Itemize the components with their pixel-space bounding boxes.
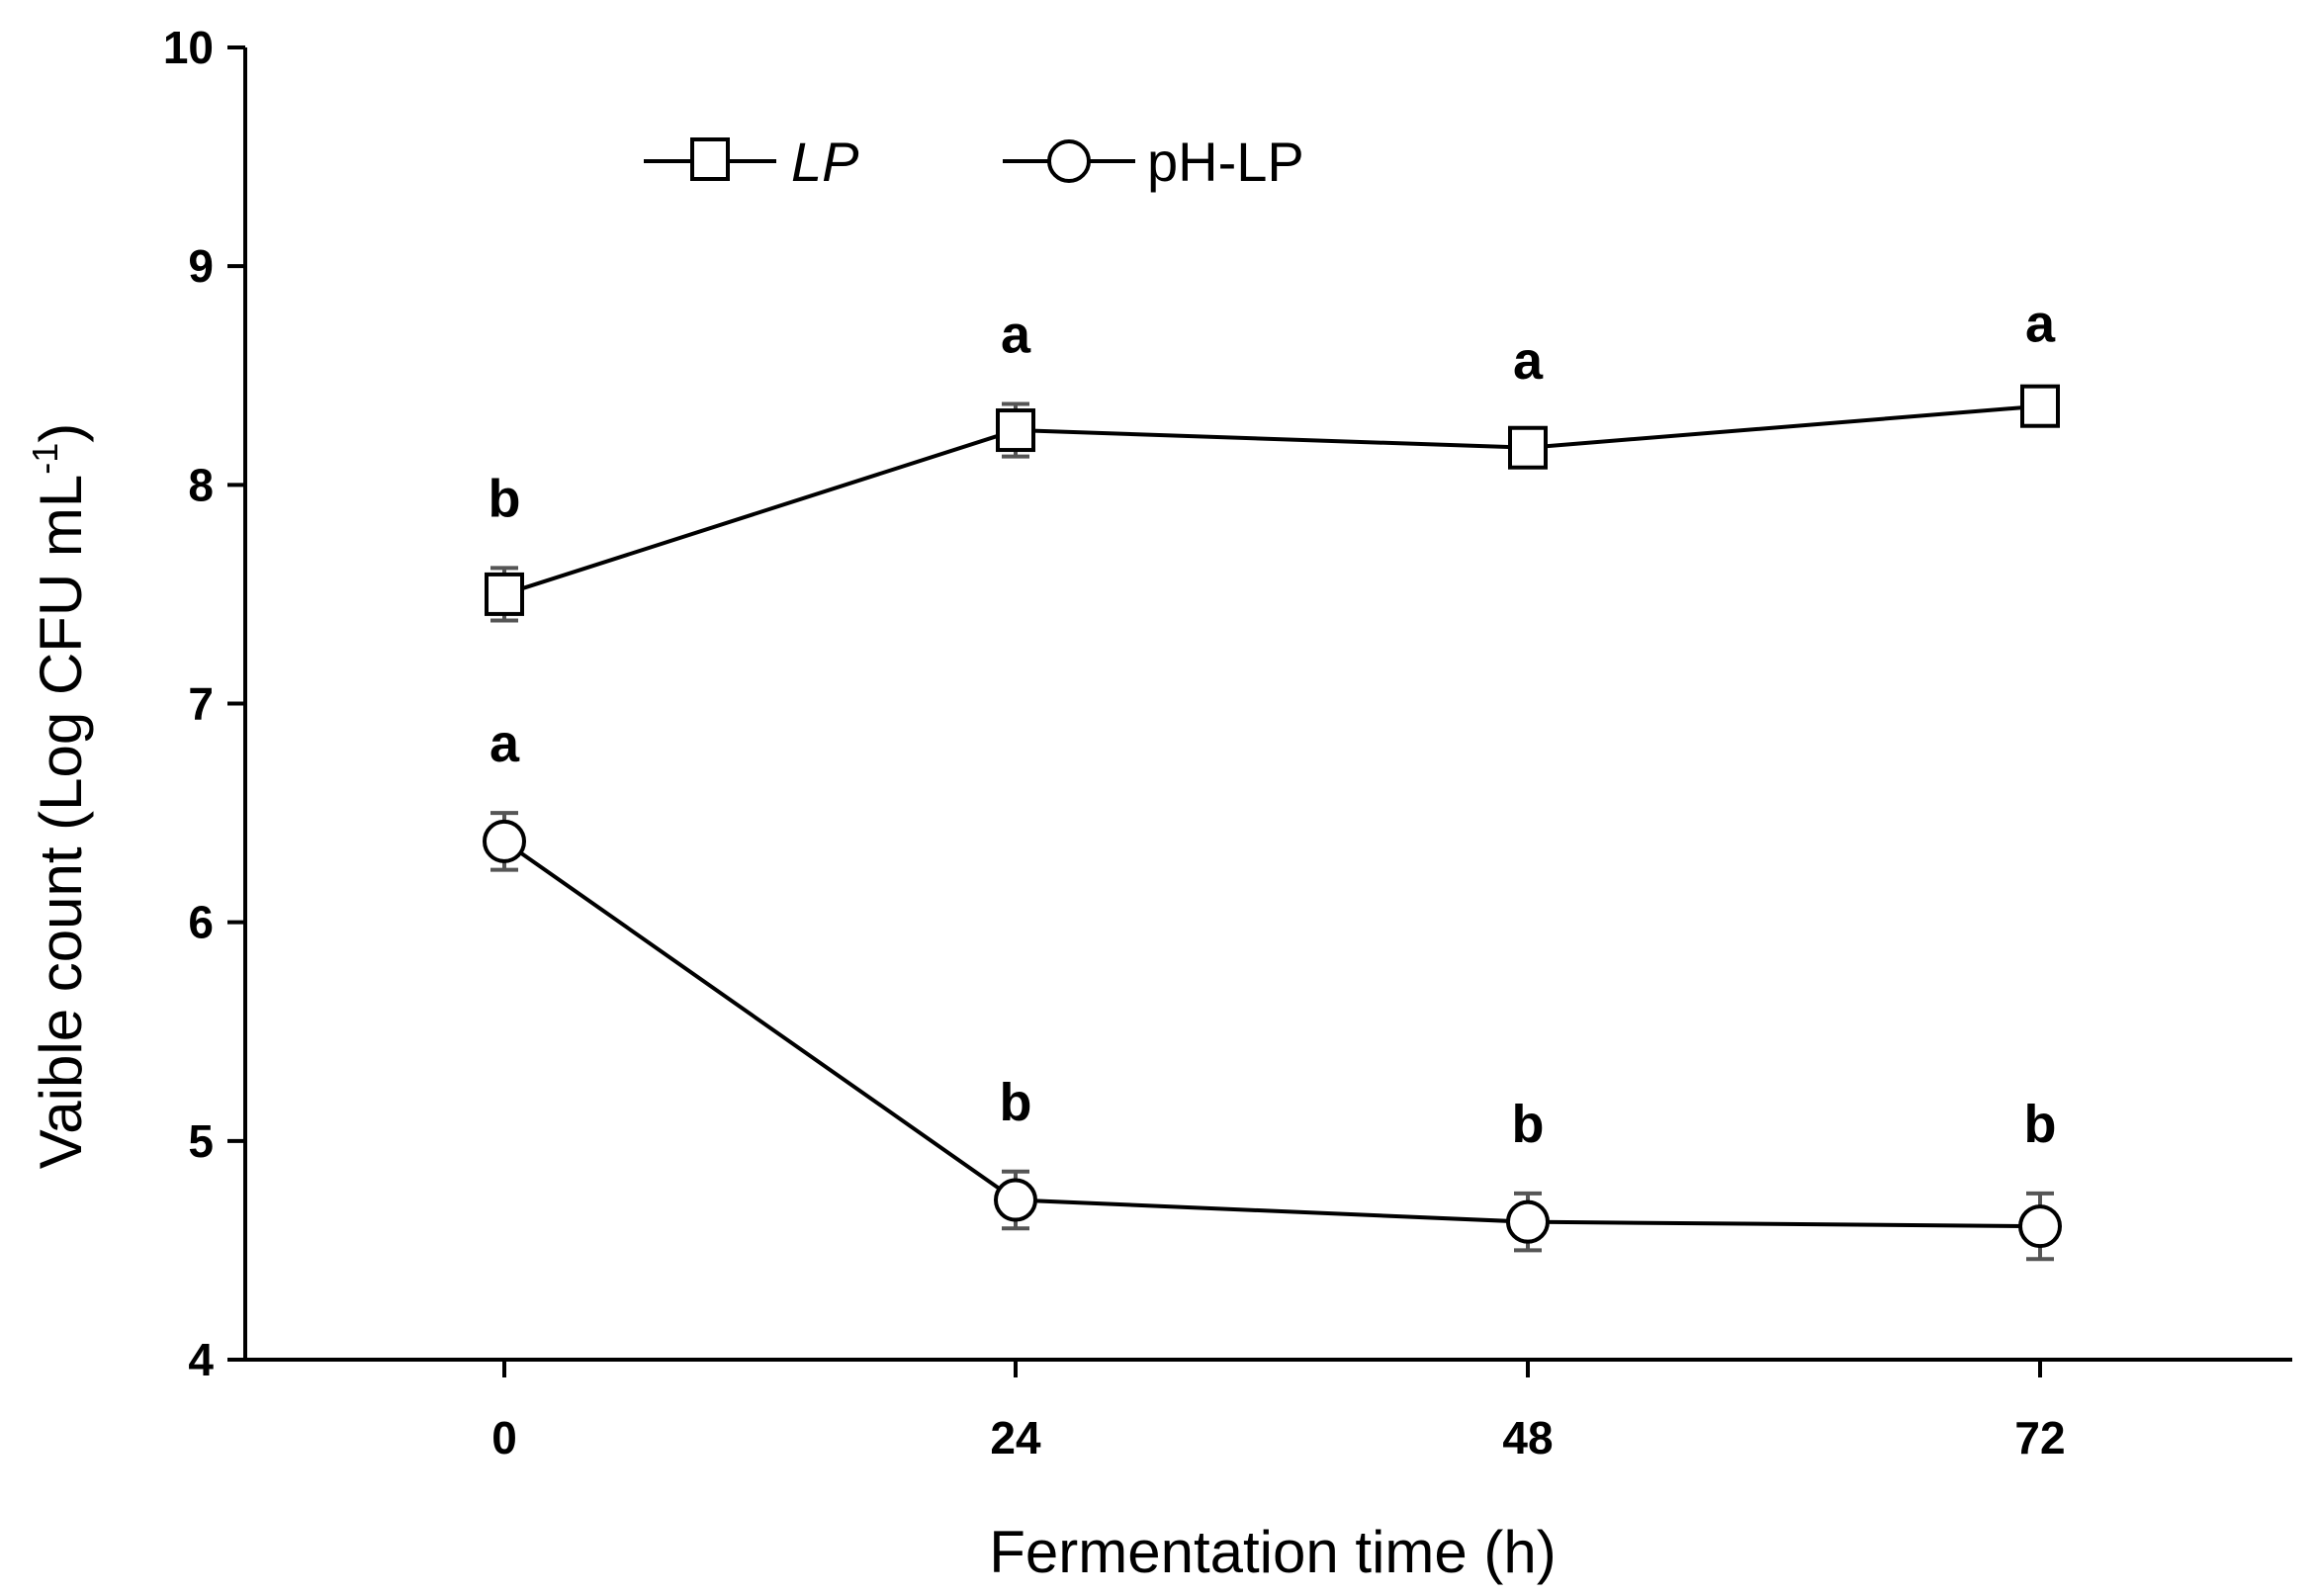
legend-item-lp: LP — [644, 131, 859, 193]
legend-label-lp: LP — [791, 131, 859, 193]
legend-item-ph-lp: pH-LP — [1003, 131, 1304, 193]
data-point-square — [485, 572, 524, 616]
x-tick-label: 24 — [990, 1412, 1041, 1463]
legend-circle-marker — [1047, 139, 1091, 183]
y-axis: 4 5 6 7 8 9 10 — [163, 22, 247, 1385]
significance-label: a — [2025, 294, 2056, 353]
data-point-circle — [483, 819, 526, 863]
data-point-circle — [994, 1178, 1037, 1222]
series-ph-lp: a b b b — [483, 714, 2062, 1262]
y-tick-label: 5 — [188, 1115, 214, 1167]
y-axis-title-superscript: -1 — [25, 443, 65, 475]
x-ticks: 0 24 48 72 — [491, 1360, 2066, 1463]
legend-label-ph-lp: pH-LP — [1147, 131, 1304, 193]
y-tick-label: 4 — [188, 1334, 214, 1385]
significance-label: a — [1513, 331, 1544, 391]
legend: LP pH-LP — [644, 131, 1304, 193]
x-tick-label: 48 — [1502, 1412, 1553, 1463]
y-axis-title: Vaible count (Log CFU mL-1) — [25, 423, 94, 1170]
legend-square-marker — [690, 137, 730, 181]
x-axis: 0 24 48 72 — [245, 1358, 2292, 1463]
y-tick-label: 8 — [188, 459, 214, 510]
y-tick-label: 9 — [188, 240, 214, 292]
x-tick-label: 72 — [2014, 1412, 2065, 1463]
significance-label: b — [2024, 1095, 2057, 1154]
significance-label: b — [489, 469, 521, 528]
data-point-square — [2020, 384, 2060, 428]
y-axis-title-close: ) — [28, 423, 94, 443]
series-line — [502, 840, 2041, 1229]
data-point-circle — [2018, 1204, 2062, 1249]
x-axis-title: Fermentation time (h) — [989, 1519, 1557, 1585]
significance-label: a — [490, 714, 520, 773]
y-axis-title-main: Vaible count (Log CFU mL — [28, 475, 94, 1170]
significance-label: a — [1001, 306, 1031, 365]
y-tick-label: 10 — [163, 22, 214, 73]
series-lp: b a a a — [485, 294, 2060, 623]
significance-label: b — [1000, 1073, 1032, 1132]
y-tick-label: 7 — [188, 678, 214, 730]
data-point-circle — [1506, 1199, 1550, 1244]
x-tick-label: 0 — [491, 1412, 517, 1463]
y-ticks: 4 5 6 7 8 9 10 — [163, 22, 245, 1385]
y-tick-label: 6 — [188, 897, 214, 948]
data-point-square — [1508, 425, 1548, 470]
significance-label: b — [1512, 1095, 1545, 1154]
series-layer: b a a a a b b b — [483, 294, 2062, 1262]
data-point-square — [996, 408, 1035, 453]
series-line — [503, 403, 2041, 596]
